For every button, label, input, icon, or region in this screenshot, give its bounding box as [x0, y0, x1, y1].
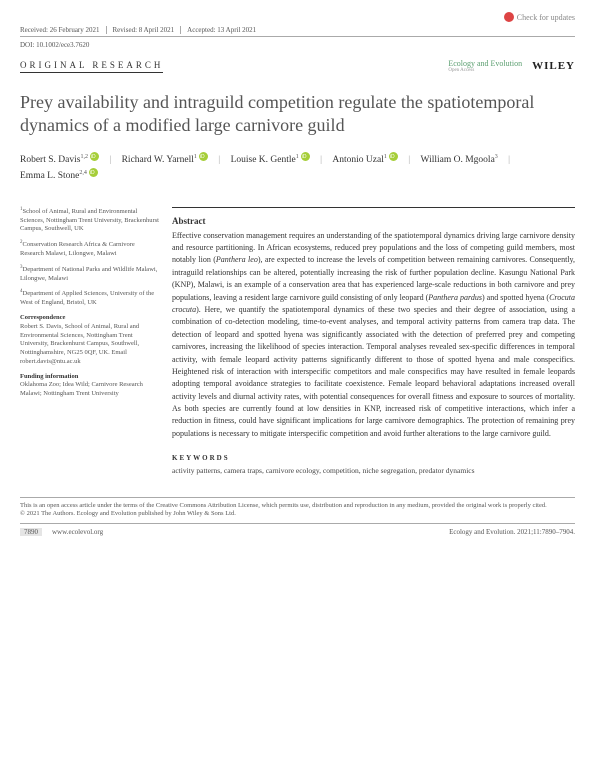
- license-line-2: © 2021 The Authors. Ecology and Evolutio…: [20, 510, 575, 518]
- article-dates: Received: 26 February 2021 Revised: 8 Ap…: [20, 26, 575, 37]
- journal-logo: Ecology and Evolution Open Access: [448, 59, 522, 73]
- wiley-logo: WILEY: [532, 60, 575, 72]
- orcid-icon[interactable]: [90, 152, 99, 161]
- orcid-icon[interactable]: [389, 152, 398, 161]
- publisher-logos: Ecology and Evolution Open Access WILEY: [448, 59, 575, 73]
- footer-url: www.ecolevol.org: [52, 528, 103, 536]
- page-number: 7890: [20, 528, 42, 536]
- updates-label: Check for updates: [517, 13, 575, 22]
- funding-text: Oklahoma Zoo; Idea Wild; Carnivore Resea…: [20, 381, 160, 399]
- check-updates-badge[interactable]: Check for updates: [504, 12, 575, 22]
- orcid-icon[interactable]: [89, 168, 98, 177]
- affiliation: 1School of Animal, Rural and Environment…: [20, 207, 160, 234]
- license-block: This is an open access article under the…: [20, 497, 575, 519]
- footer-citation: Ecology and Evolution. 2021;11:7890–7904…: [449, 528, 575, 536]
- accepted-date: Accepted: 13 April 2021: [187, 26, 262, 34]
- funding-label: Funding information: [20, 373, 160, 382]
- orcid-icon[interactable]: [301, 152, 310, 161]
- keywords-text: activity patterns, camera traps, carnivo…: [172, 466, 575, 477]
- author: Emma L. Stone2,4: [20, 168, 98, 184]
- revised-date: Revised: 8 April 2021: [113, 26, 182, 34]
- journal-name: Ecology and Evolution: [448, 59, 522, 68]
- author: Richard W. Yarnell1: [122, 152, 208, 168]
- keywords-heading: KEYWORDS: [172, 454, 575, 462]
- sidebar-info: 1School of Animal, Rural and Environment…: [20, 207, 160, 477]
- affiliation: 2Conservation Research Africa & Carnivor…: [20, 240, 160, 259]
- license-line-1: This is an open access article under the…: [20, 502, 575, 510]
- journal-sub: Open Access: [448, 68, 522, 73]
- abstract-panel: Abstract Effective conservation manageme…: [172, 207, 575, 477]
- author: Louise K. Gentle1: [231, 152, 310, 168]
- author: William O. Mgoola3: [421, 152, 498, 168]
- orcid-icon[interactable]: [199, 152, 208, 161]
- author: Antonio Uzal1: [332, 152, 397, 168]
- author: Robert S. Davis1,2: [20, 152, 99, 168]
- authors-list: Robert S. Davis1,2 | Richard W. Yarnell1…: [20, 152, 575, 185]
- abstract-heading: Abstract: [172, 216, 575, 226]
- abstract-body: Effective conservation management requir…: [172, 230, 575, 441]
- article-title: Prey availability and intraguild competi…: [20, 91, 575, 136]
- affiliation: 3Department of National Parks and Wildli…: [20, 265, 160, 284]
- received-date: Received: 26 February 2021: [20, 26, 107, 34]
- correspondence-text: Robert S. Davis, School of Animal, Rural…: [20, 323, 160, 367]
- updates-icon: [504, 12, 514, 22]
- correspondence-label: Correspondence: [20, 314, 160, 323]
- doi: DOI: 10.1002/ece3.7620: [20, 37, 575, 59]
- page-footer: 7890 www.ecolevol.org Ecology and Evolut…: [20, 523, 575, 536]
- article-type: ORIGINAL RESEARCH: [20, 60, 163, 73]
- affiliation: 4Department of Applied Sciences, Univers…: [20, 289, 160, 308]
